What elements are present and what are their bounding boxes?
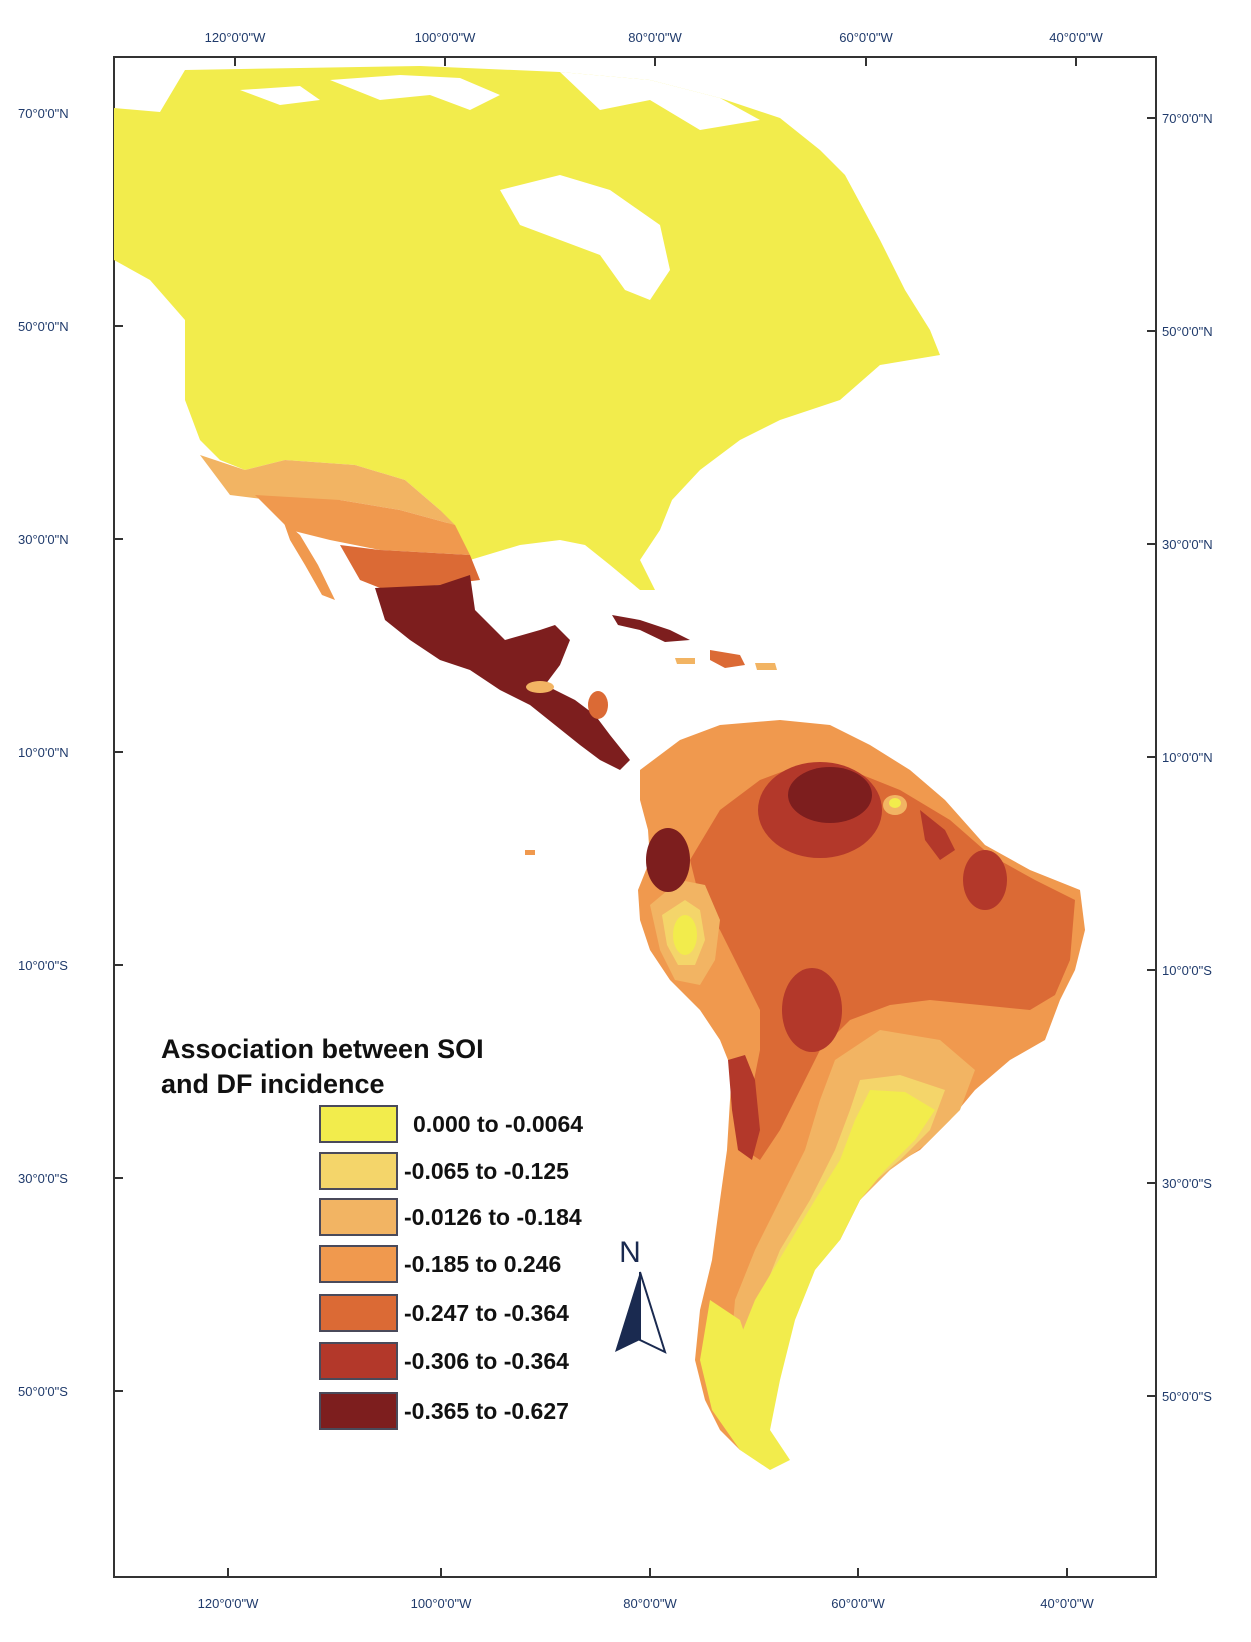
bottom-lon-label: 100°0'0"W xyxy=(411,1596,472,1611)
legend-swatch xyxy=(319,1152,398,1190)
legend-label: -0.247 to -0.364 xyxy=(404,1300,569,1326)
central-america-spot xyxy=(588,691,608,719)
right-lat-label: 30°0'0"S xyxy=(1162,1176,1212,1191)
patagonia-yellow xyxy=(700,1300,790,1470)
north-america-landmass xyxy=(114,66,940,590)
mexico-band-1 xyxy=(200,455,455,525)
left-lat-label: 70°0'0"N xyxy=(18,106,69,121)
guiana-hotspot-core xyxy=(889,798,901,808)
north-arrow-right-half xyxy=(639,1271,667,1354)
legend-swatch xyxy=(319,1342,398,1380)
bottom-longitude-labels: 120°0'0"W 100°0'0"W 80°0'0"W 60°0'0"W 40… xyxy=(198,1596,1095,1611)
right-lat-label: 50°0'0"N xyxy=(1162,324,1213,339)
central-america-dark xyxy=(375,575,630,770)
southern-yellow xyxy=(730,1090,935,1455)
puerto-rico xyxy=(755,663,777,670)
right-lat-label: 50°0'0"S xyxy=(1162,1389,1212,1404)
bottom-lon-label: 40°0'0"W xyxy=(1040,1596,1094,1611)
legend-rows: 0.000 to -0.0064 -0.065 to -0.125 -0.0126 … xyxy=(319,1105,583,1430)
north-label: N xyxy=(619,1236,641,1269)
legend: Association between SOI and DF incidence… xyxy=(161,1034,583,1430)
left-lat-label: 50°0'0"N xyxy=(18,319,69,334)
legend-title-line2: and DF incidence xyxy=(161,1069,385,1099)
top-longitude-labels: 120°0'0"W 100°0'0"W 80°0'0"W 60°0'0"W 40… xyxy=(205,30,1104,45)
top-lon-label: 100°0'0"W xyxy=(415,30,476,45)
legend-swatch xyxy=(319,1245,398,1283)
north-arrow: N xyxy=(615,1236,667,1354)
left-latitude-labels: 70°0'0"N 50°0'0"N 30°0'0"N 10°0'0"N 10°0… xyxy=(18,106,69,1399)
left-lat-label: 30°0'0"N xyxy=(18,532,69,547)
hispaniola xyxy=(710,650,745,668)
top-lon-label: 60°0'0"W xyxy=(839,30,893,45)
galapagos-island xyxy=(525,850,535,855)
mexico-band-3 xyxy=(340,545,480,590)
andes-dark-spine xyxy=(728,1055,760,1160)
bottom-lon-label: 60°0'0"W xyxy=(831,1596,885,1611)
left-lat-label: 10°0'0"S xyxy=(18,958,68,973)
legend-label: -0.0126 to -0.184 xyxy=(404,1204,582,1230)
jamaica xyxy=(675,658,695,664)
top-lon-label: 80°0'0"W xyxy=(628,30,682,45)
arctic-water-3 xyxy=(240,86,320,105)
right-lat-label: 10°0'0"S xyxy=(1162,963,1212,978)
central-america-hotspot xyxy=(526,681,554,693)
legend-title-line1: Association between SOI xyxy=(161,1034,484,1064)
left-lat-label: 10°0'0"N xyxy=(18,745,69,760)
top-lon-label: 40°0'0"W xyxy=(1049,30,1103,45)
arctic-water xyxy=(560,72,760,130)
mexico-band-2 xyxy=(255,495,470,555)
legend-label: -0.185 to 0.246 xyxy=(404,1251,561,1277)
ecuador-core xyxy=(646,828,690,892)
legend-swatch xyxy=(319,1392,398,1430)
amazon-core-north-dark xyxy=(788,767,872,823)
map-frame xyxy=(113,56,1157,1578)
legend-label: -0.065 to -0.125 xyxy=(404,1158,569,1184)
legend-label: -0.365 to -0.627 xyxy=(404,1398,569,1424)
north-arrow-left-half xyxy=(615,1272,640,1352)
legend-label: 0.000 to -0.0064 xyxy=(413,1111,583,1137)
baja-california xyxy=(283,520,335,600)
frame-ticks xyxy=(114,57,1156,1577)
right-lat-label: 10°0'0"N xyxy=(1162,750,1213,765)
arctic-water-2 xyxy=(330,75,500,110)
andes-yellow-spot xyxy=(673,915,697,955)
central-brazil-core xyxy=(782,968,842,1052)
legend-label: -0.306 to -0.364 xyxy=(404,1348,569,1374)
cuba xyxy=(612,615,690,642)
right-latitude-labels: 70°0'0"N 50°0'0"N 30°0'0"N 10°0'0"N 10°0… xyxy=(1162,111,1213,1404)
bottom-lon-label: 80°0'0"W xyxy=(623,1596,677,1611)
bottom-lon-label: 120°0'0"W xyxy=(198,1596,259,1611)
right-lat-label: 70°0'0"N xyxy=(1162,111,1213,126)
legend-swatch xyxy=(319,1294,398,1332)
legend-swatch xyxy=(319,1105,398,1143)
guiana-dark-band xyxy=(920,810,955,860)
left-lat-label: 50°0'0"S xyxy=(18,1384,68,1399)
right-lat-label: 30°0'0"N xyxy=(1162,537,1213,552)
left-lat-label: 30°0'0"S xyxy=(18,1171,68,1186)
hudson-bay xyxy=(500,175,670,300)
top-lon-label: 120°0'0"W xyxy=(205,30,266,45)
legend-swatch xyxy=(319,1198,398,1236)
brazil-ne-core xyxy=(963,850,1007,910)
